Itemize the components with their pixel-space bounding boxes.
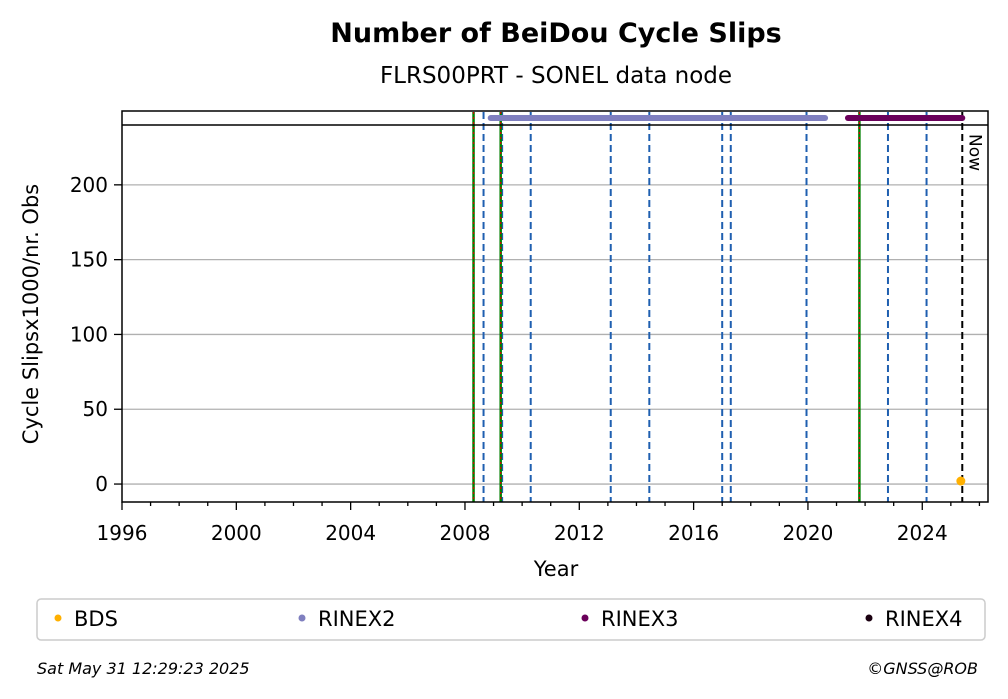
y-axis-label: Cycle Slipsx1000/nr. Obs bbox=[19, 184, 43, 444]
now-label: Now bbox=[964, 134, 984, 171]
y-tick-label: 200 bbox=[70, 173, 108, 197]
data-points bbox=[956, 476, 966, 486]
event-lines bbox=[472, 112, 964, 502]
y-axis-ticks: 0 50 100 150 200 bbox=[70, 173, 122, 496]
x-tick-label: 2004 bbox=[325, 521, 376, 545]
footer-timestamp: Sat May 31 12:29:23 2025 bbox=[37, 659, 250, 678]
x-axis-ticks: 1996 2000 2004 2008 2012 2016 2020 2024 bbox=[97, 502, 981, 545]
y-tick-label: 100 bbox=[70, 322, 108, 346]
legend-marker bbox=[581, 614, 589, 622]
x-tick-label: 2020 bbox=[782, 521, 833, 545]
legend-label: RINEX4 bbox=[885, 607, 963, 631]
x-axis-label: Year bbox=[533, 557, 579, 581]
chart-subtitle: FLRS00PRT - SONEL data node bbox=[380, 63, 732, 89]
x-tick-label: 2016 bbox=[668, 521, 719, 545]
legend-marker bbox=[298, 614, 306, 622]
legend bbox=[36, 598, 986, 641]
x-tick-label: 2012 bbox=[554, 521, 605, 545]
legend-label: BDS bbox=[74, 607, 118, 631]
y-tick-label: 150 bbox=[70, 248, 108, 272]
legend-label: RINEX2 bbox=[318, 607, 396, 631]
y-tick-label: 50 bbox=[83, 397, 108, 421]
plot-frame bbox=[121, 110, 989, 503]
x-tick-label: 2008 bbox=[440, 521, 491, 545]
chart-title: Number of BeiDou Cycle Slips bbox=[330, 18, 781, 49]
x-tick-label: 2024 bbox=[897, 521, 948, 545]
footer-credit: ©GNSS@ROB bbox=[867, 659, 978, 678]
legend-marker bbox=[865, 614, 873, 622]
data-point bbox=[956, 476, 966, 486]
y-tick-label: 0 bbox=[95, 472, 108, 496]
x-tick-label: 1996 bbox=[97, 521, 148, 545]
x-tick-label: 2000 bbox=[211, 521, 262, 545]
legend-entries: BDS RINEX2 RINEX3 RINEX4 bbox=[54, 607, 963, 631]
grid bbox=[122, 184, 988, 485]
legend-marker bbox=[54, 614, 62, 622]
legend-label: RINEX3 bbox=[601, 607, 679, 631]
